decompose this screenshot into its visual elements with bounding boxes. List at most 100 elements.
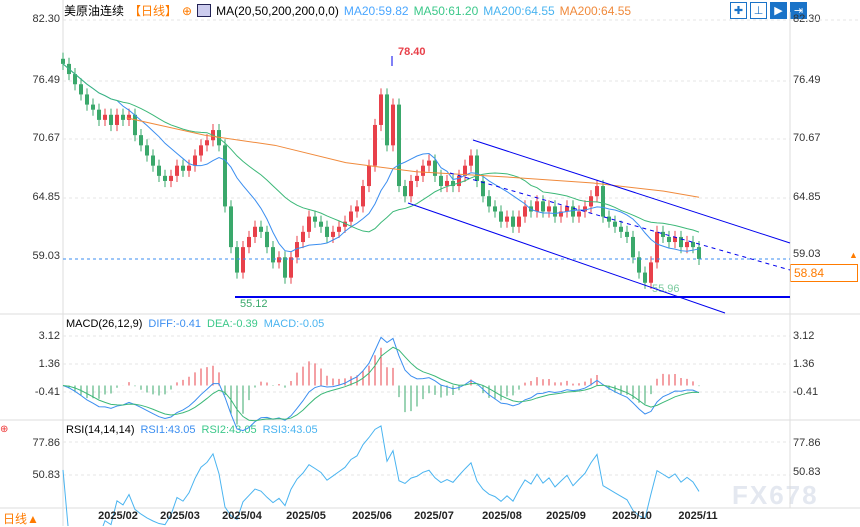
price-tick: 70.67 xyxy=(32,132,60,144)
rsi-tick: 50.83 xyxy=(32,469,60,481)
candle-body xyxy=(577,211,581,217)
candle-body xyxy=(301,231,305,243)
candle-body xyxy=(445,180,449,187)
candle-body xyxy=(361,186,365,207)
rsi-label: RSI(14,14,14) xyxy=(66,424,135,436)
candle-body xyxy=(559,211,563,217)
macd-value: MACD:-0.05 xyxy=(263,318,325,330)
macd-tick: 3.12 xyxy=(38,330,60,342)
macd-tick-right: 1.36 xyxy=(793,358,815,370)
candle-body xyxy=(667,236,671,243)
candle-body xyxy=(241,247,245,273)
candle-body xyxy=(541,201,545,212)
candle-body xyxy=(535,201,539,212)
candle-body xyxy=(661,231,665,237)
x-label: 2025/08 xyxy=(482,510,522,522)
candle-body xyxy=(583,206,587,212)
add-compare-icon[interactable]: ⊕ xyxy=(182,3,193,18)
candle-body xyxy=(421,165,425,176)
rsi-tick-right: 77.86 xyxy=(793,437,821,449)
exit-icon[interactable]: ⇥ xyxy=(790,2,807,19)
rsi-tick-right: 50.83 xyxy=(793,466,821,478)
candle-body xyxy=(157,165,161,176)
candle-body xyxy=(271,247,275,263)
ma-params[interactable]: MA(20,50,200,200,0,0) xyxy=(216,3,339,18)
candle-body xyxy=(253,226,257,237)
candle-body xyxy=(199,145,203,156)
price-tick-right: 76.49 xyxy=(793,74,821,86)
indicator-icon[interactable] xyxy=(197,4,212,17)
rsi2-value: RSI2:43.05 xyxy=(201,424,257,436)
x-label: 2025/02 xyxy=(98,510,138,522)
candle-body xyxy=(685,242,689,248)
candle-body xyxy=(295,242,299,258)
candle-body xyxy=(415,175,419,181)
price-tick: 76.49 xyxy=(32,74,60,86)
crosshair-icon[interactable]: ✚ xyxy=(730,2,747,19)
trend-drawings xyxy=(63,56,791,314)
recent-low-label: 55.96 xyxy=(652,283,680,295)
candle-body xyxy=(205,140,209,146)
candle-body xyxy=(475,155,479,181)
candle-body xyxy=(505,216,509,222)
candle-body xyxy=(517,216,521,227)
candle-body xyxy=(649,262,653,283)
price-tick-right: 64.85 xyxy=(793,191,821,203)
candle-body xyxy=(259,226,263,232)
price-tick-right: 70.67 xyxy=(793,132,821,144)
candle-body xyxy=(175,165,179,176)
candle-body xyxy=(547,206,551,212)
period-label[interactable]: 【日线】 xyxy=(129,4,178,18)
candle-body xyxy=(319,221,323,227)
price-tick-right: 82.30 xyxy=(793,13,821,25)
candle-body xyxy=(679,236,683,248)
candle-body xyxy=(463,165,467,176)
candle-body xyxy=(343,221,347,227)
chart-header: 美原油连续 【日线】 ⊕ MA(20,50,200,200,0,0) MA20:… xyxy=(64,2,631,19)
channel-mid xyxy=(449,172,791,271)
macd-tick-right: -0.41 xyxy=(793,386,819,398)
candle-body xyxy=(367,165,371,187)
x-label: 2025/11 xyxy=(678,510,718,522)
candle-body xyxy=(73,74,77,85)
candle-body xyxy=(145,145,149,156)
fit-icon[interactable]: ⊥ xyxy=(750,2,767,19)
price-tick-right: 59.03 xyxy=(793,248,821,260)
candle-body xyxy=(235,247,239,273)
candle-body xyxy=(643,272,647,283)
candle-body xyxy=(307,216,311,232)
x-label: 2025/07 xyxy=(414,510,454,522)
candle-body xyxy=(127,114,131,120)
candle-body xyxy=(451,180,455,187)
settings-icon[interactable]: ⊕ xyxy=(0,424,9,435)
toolbar: ✚ ⊥ ▶ ⇥ xyxy=(727,1,807,19)
ma20-line xyxy=(62,63,700,253)
candle-body xyxy=(691,242,695,248)
candle-body xyxy=(229,206,233,248)
candle-body xyxy=(397,104,401,187)
watermark: FX678 xyxy=(732,480,819,510)
macd-dea-line xyxy=(62,346,700,422)
candle-body xyxy=(223,145,227,207)
candle-body xyxy=(457,175,461,187)
x-label: 2025/04 xyxy=(222,510,262,522)
macd-diff: DIFF:-0.41 xyxy=(148,318,201,330)
period-selector[interactable]: 日线▲ xyxy=(3,512,39,526)
candle-body xyxy=(79,84,83,95)
candle-body xyxy=(103,114,107,120)
candle-body xyxy=(637,257,641,273)
candle-body xyxy=(433,160,437,176)
candle-body xyxy=(355,206,359,212)
candle-body xyxy=(481,180,485,197)
candle-body xyxy=(385,94,389,146)
candle-body xyxy=(403,186,407,197)
candle-body xyxy=(499,211,503,222)
candle-body xyxy=(565,206,569,212)
macd-label: MACD(26,12,9) xyxy=(66,318,143,330)
x-label: 2025/05 xyxy=(286,510,326,522)
candlesticks xyxy=(61,52,701,289)
rsi-line xyxy=(62,425,700,526)
play-icon[interactable]: ▶ xyxy=(770,2,787,19)
candle-body xyxy=(673,236,677,243)
